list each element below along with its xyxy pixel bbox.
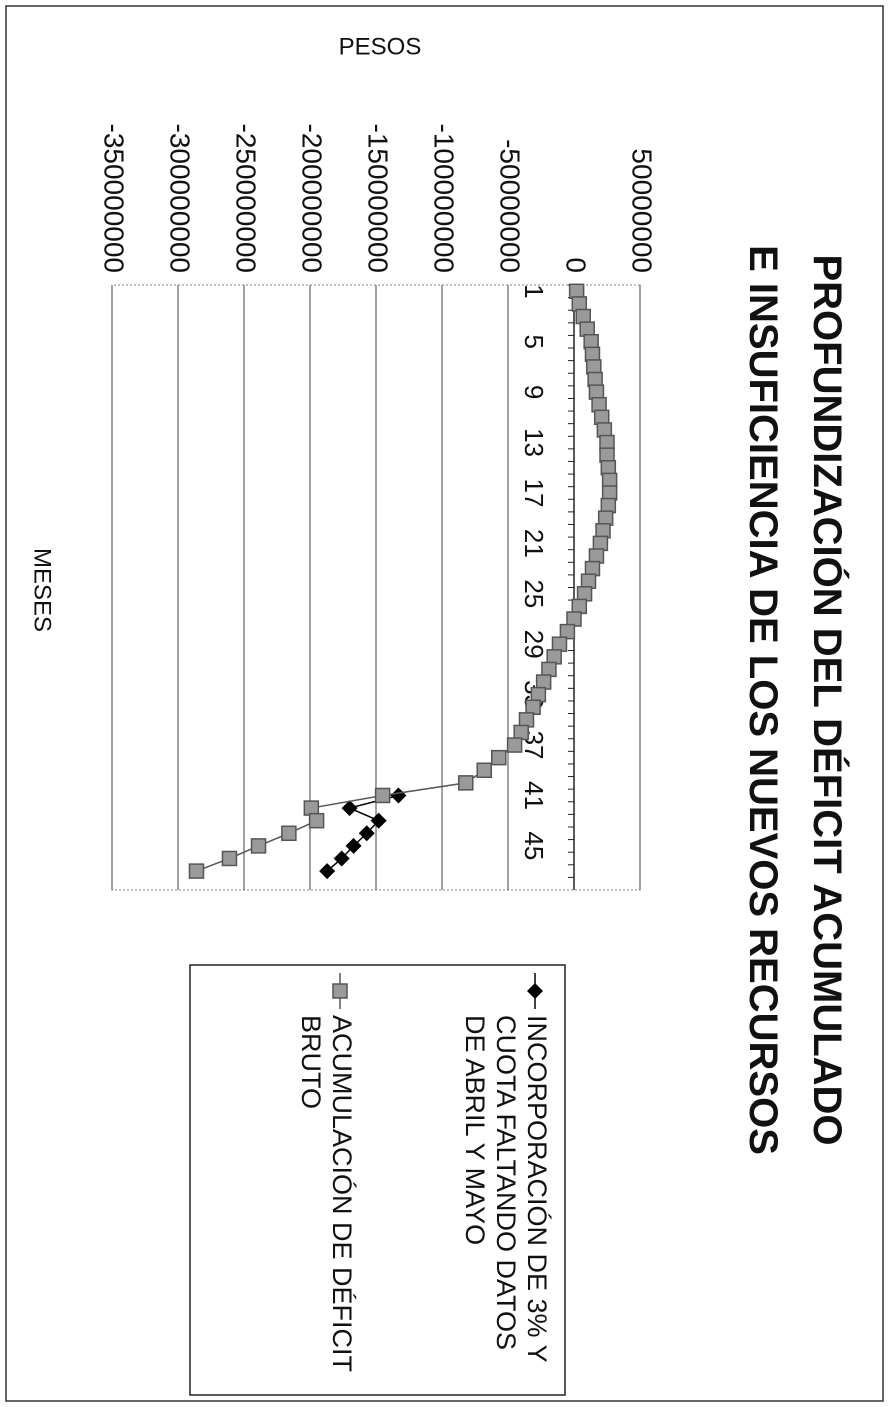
rotated-chart: PROFUNDIZACIÓN DEL DÉFICIT ACUMULADO E I…	[5, 5, 884, 1402]
legend-text-box: INCORPORACIÓN DE 3% Y CUOTA FALTANDO DAT…	[460, 1015, 552, 1363]
x-axis-title: MESES	[29, 548, 56, 632]
y-tick-label: -250000000	[231, 124, 262, 273]
diamond-marker	[358, 825, 375, 842]
diamond-marker	[319, 863, 336, 880]
y-tick-label: -100000000	[429, 124, 460, 273]
x-tick-label: 9	[519, 385, 549, 399]
square-marker	[250, 838, 267, 854]
x-tick-label: 41	[519, 781, 549, 810]
x-tick-label: 5	[519, 334, 549, 348]
title-box: PROFUNDIZACIÓN DEL DÉFICIT ACUMULADO E I…	[741, 245, 849, 1155]
square-marker	[559, 623, 576, 640]
legend-label: INCORPORACIÓN DE 3% Y CUOTA FALTANDO DAT…	[460, 1015, 552, 1363]
diamond-marker	[345, 837, 362, 854]
diamond-marker	[390, 787, 407, 804]
square-marker	[476, 762, 492, 779]
y-tick-label: 0	[561, 257, 592, 273]
x-tick-label: 21	[519, 529, 549, 558]
square-marker	[188, 863, 205, 879]
square-marker	[221, 850, 238, 867]
square-marker	[374, 787, 391, 804]
y-tick-label: -150000000	[363, 124, 394, 273]
legend-label: ACUMULACIÓN DE DÉFICIT BRUTO	[296, 1015, 357, 1372]
diamond-marker	[333, 850, 350, 867]
square-marker	[491, 749, 507, 766]
square-marker	[506, 737, 523, 753]
x-tick-label: 45	[519, 831, 549, 860]
y-tick-label: 50000000	[627, 148, 658, 273]
y-tick-label: -50000000	[495, 139, 526, 273]
diamond-marker	[527, 983, 543, 999]
diamond-marker	[370, 812, 387, 829]
x-tick-label: 25	[519, 579, 549, 608]
square-marker	[281, 825, 297, 842]
square-marker	[458, 775, 474, 791]
y-tick-label: -350000000	[99, 124, 130, 273]
chart-title: PROFUNDIZACIÓN DEL DÉFICIT ACUMULADO E I…	[741, 245, 849, 1155]
x-tick-label: 13	[519, 428, 549, 457]
legend-text-box: ACUMULACIÓN DE DÉFICIT BRUTO	[296, 1015, 357, 1372]
diamond-marker	[341, 800, 358, 817]
square-marker	[308, 812, 325, 829]
x-tick-label: 1	[519, 284, 549, 298]
chart-border	[5, 5, 884, 1402]
y-axis-title: PESOS	[339, 33, 422, 60]
x-tick-label: 29	[519, 630, 549, 659]
y-tick-label: -300000000	[165, 124, 196, 273]
legend-box	[189, 964, 566, 1396]
x-tick-label: 17	[519, 479, 549, 508]
y-tick-label: -200000000	[297, 124, 328, 273]
square-marker	[332, 983, 348, 999]
